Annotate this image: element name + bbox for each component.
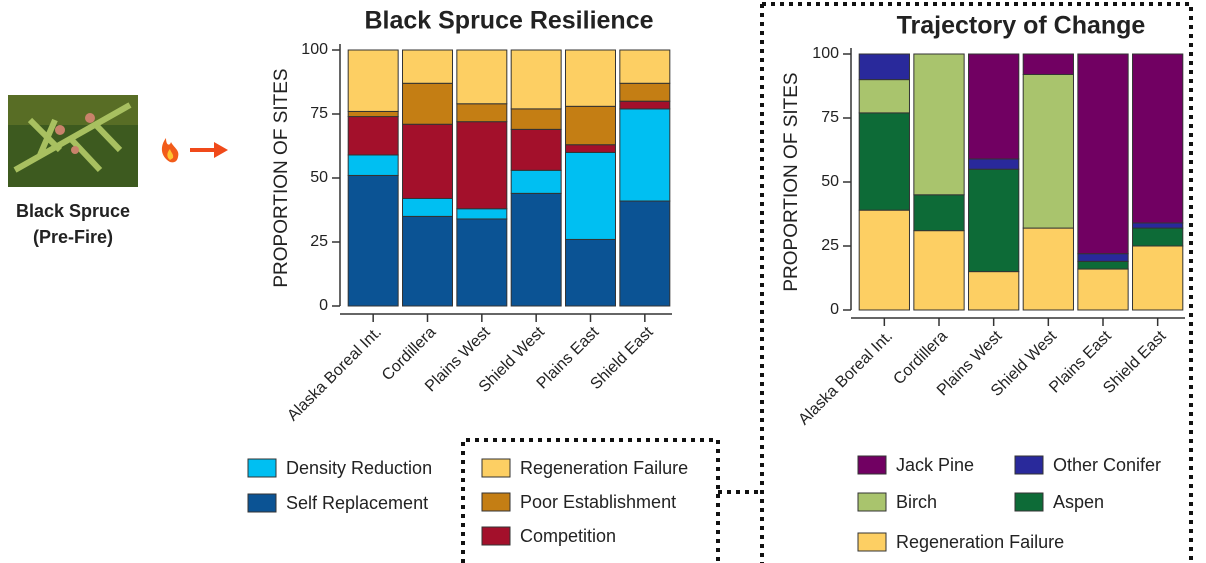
legend-label: Jack Pine [896,455,974,475]
bar-segment [1023,54,1073,74]
legend-label: Poor Establishment [520,492,676,512]
bar-segment [403,198,453,216]
bar-segment [969,159,1019,169]
y-tick-label: 0 [319,297,328,314]
legend-swatch [248,459,276,477]
bar-segment [511,129,561,170]
y-axis-label: PROPORTION OF SITES [271,68,292,287]
bar-segment [620,109,670,201]
bar-segment [566,145,616,153]
bar-segment [1133,228,1183,246]
bar-segment [1133,246,1183,310]
bar-segment [403,124,453,198]
bar-segment [403,216,453,306]
legend-swatch [858,456,886,474]
bar-segment [1133,54,1183,223]
bar-segment [457,122,507,209]
x-tick-label: Alaska Boreal Int. [284,324,385,425]
bar-segment [1023,74,1073,228]
legend-label: Self Replacement [286,493,428,513]
bar-segment [1078,54,1128,254]
legend-swatch [1015,456,1043,474]
bar-segment [348,117,398,155]
legend-swatch [858,533,886,551]
chart-title: Black Spruce Resilience [364,7,653,35]
bar-segment [511,109,561,129]
bar-segment [511,193,561,306]
legend-label: Other Conifer [1053,455,1161,475]
legend-swatch [1015,493,1043,511]
arrow [190,142,228,158]
bar-segment [403,50,453,83]
fire-icon [162,138,178,162]
bar-segment [348,175,398,306]
bar-segment [859,210,909,310]
bar-segment [457,219,507,306]
legend-label: Competition [520,526,616,546]
y-tick-label: 50 [310,169,328,186]
y-tick-label: 25 [310,233,328,250]
photo-caption: (Pre-Fire) [33,227,113,247]
y-tick-label: 50 [821,173,839,190]
bar-segment [620,101,670,109]
bar-segment [620,50,670,83]
figure: Black Spruce (Pre-Fire) Black Spruce Res… [0,0,1206,563]
bar-segment [969,169,1019,271]
bar-segment [457,104,507,122]
bar-segment [969,54,1019,159]
legend-swatch [482,527,510,545]
bar-segment [511,170,561,193]
chart-title: Trajectory of Change [897,12,1146,40]
bar-segment [566,152,616,239]
bar-segment [620,201,670,306]
bar-segment [348,50,398,111]
legend-label: Regeneration Failure [520,458,688,478]
legend-swatch [248,494,276,512]
photo-caption: Black Spruce [16,201,130,221]
bar-segment [859,113,909,210]
bar-segment [566,106,616,144]
bar-segment [457,50,507,104]
x-tick-label: Alaska Boreal Int. [795,328,896,429]
y-tick-label: 100 [301,41,328,58]
legend-label: Aspen [1053,492,1104,512]
bar-segment [566,50,616,106]
bar-segment [1078,254,1128,262]
bar-segment [511,50,561,109]
bar-segment [1023,228,1073,310]
y-tick-label: 100 [812,45,839,62]
bar-segment [566,239,616,306]
bar-segment [914,54,964,195]
bar-segment [969,272,1019,310]
y-tick-label: 75 [821,109,839,126]
bar-segment [859,80,909,113]
y-tick-label: 0 [830,301,839,318]
legend-label: Birch [896,492,937,512]
bar-segment [403,83,453,124]
bar-segment [859,54,909,80]
legend-label: Density Reduction [286,458,432,478]
legend-swatch [482,493,510,511]
bar-segment [1078,261,1128,269]
bar-segment [457,209,507,219]
bar-segment [1133,223,1183,228]
y-axis-label: PROPORTION OF SITES [781,72,802,291]
bar-segment [914,195,964,231]
y-tick-label: 25 [821,237,839,254]
bar-segment [914,231,964,310]
y-tick-label: 75 [310,105,328,122]
legend-swatch [858,493,886,511]
bar-segment [1078,269,1128,310]
legend-label: Regeneration Failure [896,532,1064,552]
bar-segment [620,83,670,101]
bar-segment [348,111,398,116]
bar-segment [348,155,398,175]
legend-swatch [482,459,510,477]
spruce-photo [8,95,138,187]
